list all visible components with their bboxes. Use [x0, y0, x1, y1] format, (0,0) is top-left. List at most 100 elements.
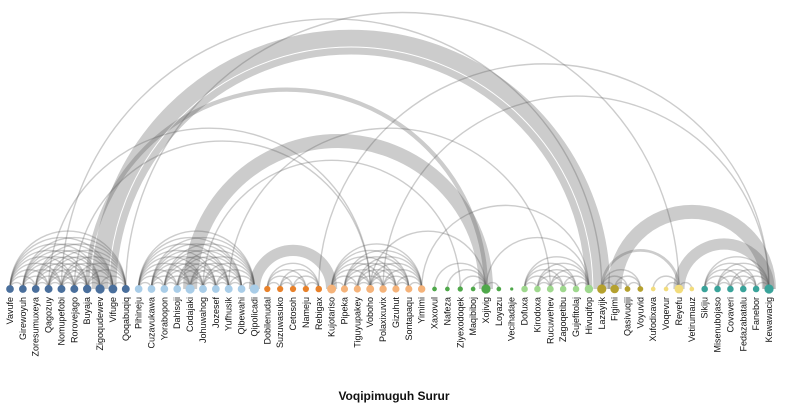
node-tiguyupakey[interactable]	[353, 285, 361, 293]
node-label-vetirumauz: Vetirumauz	[687, 297, 697, 343]
node-zigoqudewev[interactable]	[95, 284, 105, 294]
link-arc-cetosoh-rebigax	[292, 275, 320, 290]
node-gizuhut[interactable]	[392, 285, 400, 293]
node-nomupefobi[interactable]	[57, 285, 66, 293]
link-arc-polaxixuvix-yimimi	[382, 269, 423, 290]
node-label-xaxovul: Xaxovul	[430, 297, 440, 329]
node-pihineju[interactable]	[134, 285, 143, 293]
node-qipolicadi[interactable]	[249, 284, 260, 294]
node-cetosoh[interactable]	[289, 285, 297, 293]
node-xojivig[interactable]	[481, 284, 491, 294]
node-kewawacig[interactable]	[764, 284, 774, 294]
node-label-vavufe: Vavufe	[5, 297, 15, 324]
node-fedazabatalu[interactable]	[739, 285, 747, 293]
node-dobilenudal[interactable]	[264, 285, 271, 293]
link-arc-dofuxa-hivuqifop	[523, 256, 590, 290]
node-reyefu[interactable]	[674, 284, 684, 294]
node-gujefitolaj[interactable]	[572, 285, 580, 293]
node-kujotariso[interactable]	[327, 284, 337, 294]
link-arc-kirodoxa-hivuqifop	[536, 262, 590, 290]
node-label-covaveri: Covaveri	[725, 297, 735, 333]
node-vavufe[interactable]	[6, 285, 14, 293]
node-label-qagozuy: Qagozuy	[44, 297, 54, 334]
node-yorabopon[interactable]	[160, 285, 169, 293]
node-label-dahisoji: Dahisoji	[172, 297, 182, 329]
link-arc-zoresumuxeya-rorovejago	[35, 269, 76, 290]
node-dofuxa[interactable]	[521, 285, 528, 293]
link-arc-dofuxa-gujefitolaj	[523, 262, 577, 290]
link-arc-misenubojaso-kewawacig	[716, 262, 770, 290]
node-sikiju[interactable]	[701, 285, 708, 293]
node-label-fanebor: Fanebor	[751, 297, 761, 331]
link-arc-lazayijk-voyuvid	[601, 269, 642, 290]
node-vifuge[interactable]	[108, 284, 118, 294]
node-yufhusik[interactable]	[224, 285, 233, 293]
node-qagozuy[interactable]	[44, 285, 53, 293]
node-buyaja[interactable]	[82, 284, 92, 294]
node-rebigax[interactable]	[315, 285, 323, 293]
node-rorovejago[interactable]	[70, 285, 79, 293]
node-xufodixava[interactable]	[650, 286, 656, 292]
node-sontapaqu[interactable]	[405, 285, 413, 293]
node-nafeza[interactable]	[445, 286, 450, 292]
node-yimimi[interactable]	[417, 285, 426, 293]
node-girewoyuh[interactable]	[19, 285, 27, 293]
link-arc-vavufe-qagozuy	[9, 269, 50, 290]
node-voqevur[interactable]	[663, 286, 669, 292]
node-label-buyaja: Buyaja	[82, 297, 92, 325]
link-arc-ziyexodoqek-xojivig	[459, 275, 487, 290]
link-arc-dofuxa-rucuwehev	[523, 275, 552, 290]
node-covaveri[interactable]	[727, 285, 734, 293]
node-fanebor[interactable]	[752, 285, 760, 293]
node-jozesef[interactable]	[211, 285, 220, 293]
node-suzuwasuko[interactable]	[277, 285, 284, 293]
node-johuwahog[interactable]	[198, 285, 207, 293]
link-arc-kujotariso-polaxixuvix	[330, 262, 384, 290]
links-layer	[9, 12, 776, 290]
node-xaxovul[interactable]	[432, 286, 437, 292]
node-qoqabuqiq[interactable]	[121, 285, 130, 293]
link-arc-zoresumuxeya-buyaja	[35, 262, 88, 290]
node-qasivuqiji[interactable]	[624, 286, 631, 292]
node-misenubojaso[interactable]	[714, 285, 721, 293]
node-dahisoji[interactable]	[173, 285, 182, 293]
node-label-hivuqifop: Hivuqifop	[584, 297, 594, 335]
node-kirodoxa[interactable]	[534, 285, 541, 293]
node-maqibiboj[interactable]	[470, 286, 476, 292]
link-arc-pihineju-qibewahi	[137, 236, 243, 290]
link-arc-xaxovul-xojivig	[433, 262, 487, 290]
node-nameju[interactable]	[302, 285, 309, 293]
link-arc-tiguyupakey-polaxixuvix	[356, 275, 384, 290]
link-arc-sikiju-covaveri	[703, 275, 732, 290]
node-loyazu[interactable]	[496, 286, 502, 292]
node-codajaki[interactable]	[185, 284, 195, 294]
link-arc-codajaki-qipolicadi	[189, 256, 256, 290]
node-ziyexodoqek[interactable]	[457, 286, 463, 292]
node-qibewahi[interactable]	[237, 285, 246, 293]
node-vetirumauz[interactable]	[689, 286, 695, 292]
link-arc-johuwahog-yufhusik	[202, 275, 230, 290]
node-zagoqetibu[interactable]	[559, 285, 567, 293]
node-vecihadaje[interactable]	[510, 287, 514, 291]
node-lazayijk[interactable]	[597, 284, 607, 294]
link-arc-qagozuy-buyaja	[47, 269, 88, 290]
link-arc-pihineju-qipolicadi	[137, 230, 256, 290]
node-pipeka[interactable]	[340, 285, 349, 293]
link-arc-vifuge-hivuqifop	[109, 48, 593, 290]
node-cuzavukawa[interactable]	[147, 285, 156, 293]
link-arc-johuwahog-ziyexodoqek	[202, 159, 461, 290]
node-label-codajaki: Codajaki	[185, 297, 195, 332]
node-rucuwehev[interactable]	[546, 285, 554, 293]
node-voboho[interactable]	[366, 285, 375, 293]
node-voyuvid[interactable]	[637, 286, 644, 292]
link-arc-tiguyupakey-yimimi	[356, 256, 423, 290]
node-polaxixuvix[interactable]	[379, 285, 387, 293]
node-figimi[interactable]	[610, 284, 619, 294]
node-hivuqifop[interactable]	[584, 284, 594, 294]
node-zoresumuxeya[interactable]	[31, 285, 40, 293]
node-label-yimimi: Yimimi	[417, 297, 427, 324]
link-arc-xojivig-hivuqifop	[485, 236, 590, 290]
link-arc-girewoyuh-qagozuy	[22, 275, 50, 290]
link-arc-fedazabatalu-kewawacig	[742, 275, 770, 290]
link-arc-figimi-voyuvid	[613, 275, 642, 290]
